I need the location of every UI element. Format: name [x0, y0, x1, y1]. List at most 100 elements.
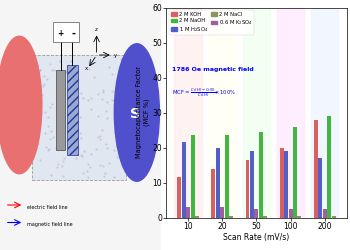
Point	[100, 90, 106, 94]
Point	[38, 100, 43, 104]
Point	[97, 134, 102, 138]
Point	[48, 172, 54, 176]
Point	[113, 144, 118, 148]
Bar	[195, 216, 199, 218]
Point	[87, 166, 93, 170]
Point	[41, 82, 47, 86]
Bar	[56, 70, 65, 150]
Point	[88, 152, 94, 156]
Bar	[177, 177, 181, 218]
Point	[70, 86, 75, 90]
Point	[97, 137, 103, 141]
Point	[59, 103, 65, 107]
Bar	[225, 135, 229, 218]
Point	[76, 100, 81, 103]
Y-axis label: Magnetocapacitance Factor
(MCF %): Magnetocapacitance Factor (MCF %)	[136, 66, 149, 158]
Point	[42, 110, 47, 114]
Point	[60, 164, 65, 168]
Point	[95, 114, 100, 118]
Point	[109, 72, 115, 76]
Point	[65, 78, 70, 82]
Point	[35, 63, 41, 67]
Point	[101, 174, 106, 178]
Point	[80, 154, 85, 158]
Bar	[211, 168, 215, 218]
Point	[112, 98, 117, 102]
Point	[61, 156, 66, 160]
Point	[58, 95, 64, 99]
Point	[117, 117, 122, 121]
Point	[63, 69, 69, 73]
Point	[56, 144, 62, 148]
Point	[84, 169, 90, 173]
Text: x: x	[85, 66, 88, 71]
Point	[104, 142, 109, 146]
Point	[41, 74, 46, 78]
Point	[32, 68, 37, 71]
Point	[70, 132, 76, 136]
Point	[58, 113, 64, 117]
Point	[37, 158, 42, 162]
Point	[35, 142, 41, 146]
Point	[110, 89, 115, 93]
Bar	[174, 8, 202, 218]
Bar	[331, 216, 336, 218]
Point	[34, 96, 40, 100]
Point	[71, 88, 76, 92]
Point	[102, 171, 107, 175]
Point	[80, 170, 86, 174]
Bar	[327, 116, 331, 218]
Point	[72, 141, 78, 145]
Bar	[53, 22, 79, 42]
Point	[80, 96, 85, 100]
Text: -: -	[72, 28, 76, 38]
Point	[103, 109, 109, 113]
Point	[109, 98, 114, 102]
Point	[57, 116, 63, 120]
Point	[36, 77, 42, 81]
Point	[54, 146, 59, 150]
Point	[100, 88, 106, 92]
Ellipse shape	[0, 36, 42, 174]
Bar	[263, 216, 267, 218]
Bar	[298, 216, 301, 218]
Bar	[186, 207, 190, 218]
Point	[37, 68, 42, 72]
Point	[85, 162, 91, 166]
Point	[104, 116, 110, 120]
Point	[118, 94, 124, 98]
Point	[78, 153, 84, 157]
Point	[115, 106, 120, 110]
Point	[97, 163, 103, 167]
Point	[42, 131, 48, 135]
X-axis label: Scan Rate (mV/s): Scan Rate (mV/s)	[223, 234, 289, 242]
Point	[77, 115, 83, 119]
Bar	[229, 216, 233, 218]
Bar	[245, 160, 250, 218]
Bar	[190, 135, 195, 218]
Point	[39, 92, 44, 96]
Point	[38, 68, 43, 72]
Bar	[277, 8, 304, 218]
Point	[118, 149, 124, 153]
Point	[112, 148, 117, 152]
Point	[86, 66, 91, 70]
Point	[105, 100, 110, 103]
Bar	[311, 8, 338, 218]
Bar	[250, 151, 254, 218]
Bar	[216, 148, 220, 218]
Bar	[284, 151, 288, 218]
Point	[95, 135, 100, 139]
Point	[91, 75, 96, 79]
Point	[55, 162, 61, 166]
Point	[101, 164, 106, 168]
Point	[95, 92, 101, 96]
Bar	[323, 209, 327, 218]
Bar	[280, 148, 284, 218]
Point	[47, 62, 53, 66]
Text: electric field line: electric field line	[27, 205, 68, 210]
Point	[117, 68, 122, 72]
Text: +: +	[57, 29, 63, 38]
Bar	[243, 8, 270, 218]
Bar	[182, 142, 186, 218]
